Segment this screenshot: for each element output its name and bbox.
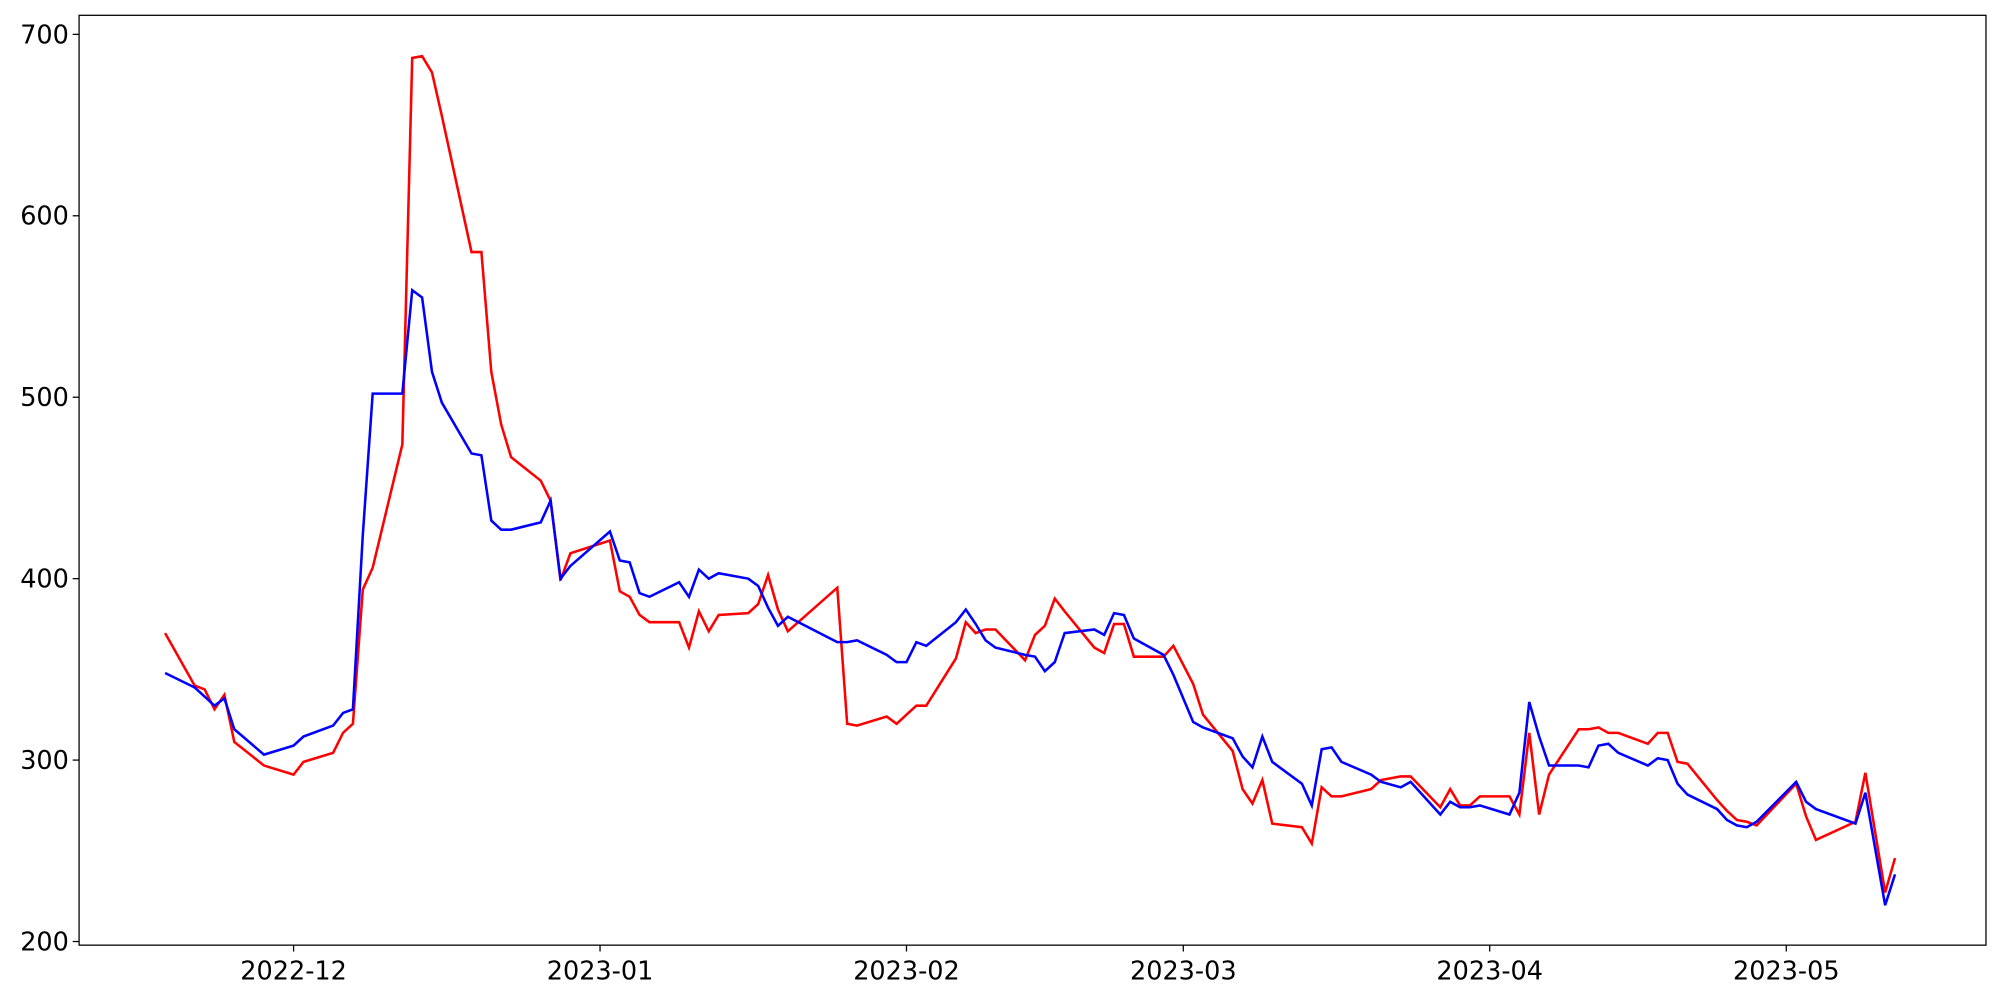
y-tick-label: 400 <box>20 565 69 595</box>
x-tick-label: 2022-12 <box>240 957 347 987</box>
line-series <box>163 54 1897 893</box>
line-series <box>164 287 1897 906</box>
y-tick-label: 700 <box>20 20 69 50</box>
x-tick-label: 2023-01 <box>547 957 654 987</box>
x-tick-label: 2023-04 <box>1436 957 1543 987</box>
y-tick-label: 600 <box>20 202 69 232</box>
x-tick-label: 2023-05 <box>1733 957 1840 987</box>
x-tick-label: 2023-03 <box>1130 957 1237 987</box>
y-tick-label: 500 <box>20 383 69 413</box>
axes-frame <box>78 14 1987 946</box>
y-tick-label: 200 <box>20 927 69 957</box>
x-tick-label: 2023-02 <box>853 957 960 987</box>
y-tick-label: 300 <box>20 746 69 776</box>
